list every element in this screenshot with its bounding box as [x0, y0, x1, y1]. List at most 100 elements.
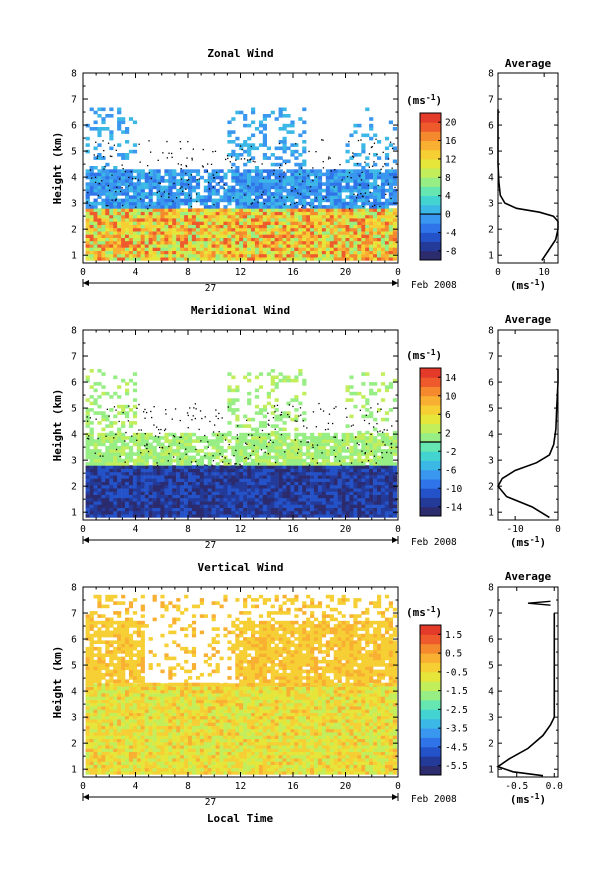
heatmap-cell	[306, 218, 311, 222]
heatmap-cell	[349, 452, 354, 456]
heatmap-cell	[373, 185, 378, 190]
heatmap-cell	[128, 214, 134, 219]
heatmap-cell	[274, 240, 279, 245]
heatmap-cell	[310, 257, 315, 261]
heatmap-cell	[337, 488, 342, 492]
heatmap-cell	[321, 439, 327, 443]
heatmap-cell	[191, 257, 197, 261]
heatmap-cell	[282, 465, 287, 469]
heatmap-cell	[294, 211, 299, 216]
heatmap-cell	[231, 185, 236, 190]
heatmap-cell	[184, 182, 189, 186]
heatmap-cell	[349, 375, 354, 380]
heatmap-cell	[191, 214, 197, 219]
heatmap-cell	[369, 195, 374, 199]
heatmap-cell	[203, 465, 208, 469]
heatmap-cell	[278, 378, 283, 383]
contour-mark	[291, 190, 293, 192]
heatmap-cell	[140, 478, 145, 482]
heatmap-cell	[117, 169, 122, 173]
contour-mark	[350, 177, 352, 179]
heatmap-cell	[298, 401, 303, 406]
heatmap-cell	[266, 240, 271, 245]
contour-mark	[187, 141, 189, 143]
heatmap-cell	[231, 494, 236, 499]
heatmap-cell	[195, 452, 201, 456]
heatmap-cell	[361, 501, 366, 505]
heatmap-cell	[215, 237, 220, 242]
heatmap-cell	[184, 442, 189, 447]
heatmap-cell	[384, 452, 390, 456]
heatmap-cell	[215, 214, 220, 219]
contour-mark	[93, 154, 95, 156]
heatmap-cell	[274, 179, 279, 183]
heatmap-cell	[215, 227, 220, 232]
contour-mark	[147, 165, 149, 167]
heatmap-cell	[298, 208, 303, 212]
contour-mark	[231, 156, 233, 158]
heatmap-cell	[176, 488, 181, 492]
heatmap-cell	[148, 208, 153, 212]
heatmap-cell	[148, 175, 153, 180]
contour-mark	[370, 146, 373, 149]
heatmap-cell	[349, 244, 354, 248]
heatmap-cell	[105, 205, 110, 209]
heatmap-cell	[302, 432, 307, 437]
heatmap-cell	[180, 494, 185, 499]
heatmap-cell	[274, 382, 279, 386]
heatmap-cell	[314, 253, 319, 258]
heatmap-cell	[117, 430, 122, 435]
heatmap-cell	[314, 475, 319, 479]
heatmap-cell	[392, 250, 397, 255]
heatmap-cell	[361, 244, 366, 248]
heatmap-cell	[349, 436, 354, 440]
heatmap-cell	[353, 391, 358, 396]
heatmap-cell	[333, 452, 338, 456]
heatmap-cell	[89, 211, 94, 216]
heatmap-cell	[247, 159, 252, 164]
heatmap-cell	[125, 208, 130, 212]
heatmap-cell	[270, 153, 275, 157]
contour-mark	[244, 194, 246, 196]
contour-mark	[247, 434, 250, 436]
heatmap-cell	[361, 198, 366, 203]
heatmap-cell	[377, 471, 382, 476]
contour-mark	[124, 171, 126, 173]
heatmap-cell	[294, 149, 299, 154]
heatmap-cell	[369, 185, 374, 190]
heatmap-cell	[156, 478, 161, 482]
heatmap-cell	[310, 475, 315, 479]
heatmap-cell	[361, 514, 366, 518]
heatmap-cell	[93, 458, 98, 463]
heatmap-cell	[85, 484, 90, 489]
heatmap-cell	[191, 458, 197, 463]
heatmap-cell	[219, 253, 224, 258]
heatmap-cell	[243, 424, 248, 428]
heatmap-cell	[132, 497, 138, 502]
heatmap-cell	[262, 488, 267, 492]
heatmap-cell	[310, 182, 315, 186]
heatmap-cell	[380, 488, 386, 492]
heatmap-cell	[384, 475, 390, 479]
heatmap-cell	[203, 455, 208, 460]
heatmap-cell	[136, 192, 141, 196]
heatmap-cell	[317, 237, 323, 242]
heatmap-cell	[148, 227, 153, 232]
heatmap-cell	[93, 188, 98, 193]
heatmap-cell	[180, 432, 185, 437]
heatmap-cell	[168, 244, 173, 248]
heatmap-cell	[243, 179, 248, 183]
heatmap-cell	[188, 192, 193, 196]
heatmap-cell	[278, 195, 283, 199]
heatmap-cell	[231, 214, 236, 219]
heatmap-cell	[329, 439, 334, 443]
heatmap-cell	[380, 218, 386, 222]
heatmap-cell	[349, 391, 354, 396]
contour-mark	[223, 184, 225, 186]
heatmap-cell	[373, 218, 378, 222]
heatmap-cell	[168, 253, 173, 258]
heatmap-cell	[235, 488, 240, 492]
contour-mark	[294, 439, 296, 441]
heatmap-cell	[101, 169, 106, 173]
heatmap-cell	[333, 504, 338, 508]
